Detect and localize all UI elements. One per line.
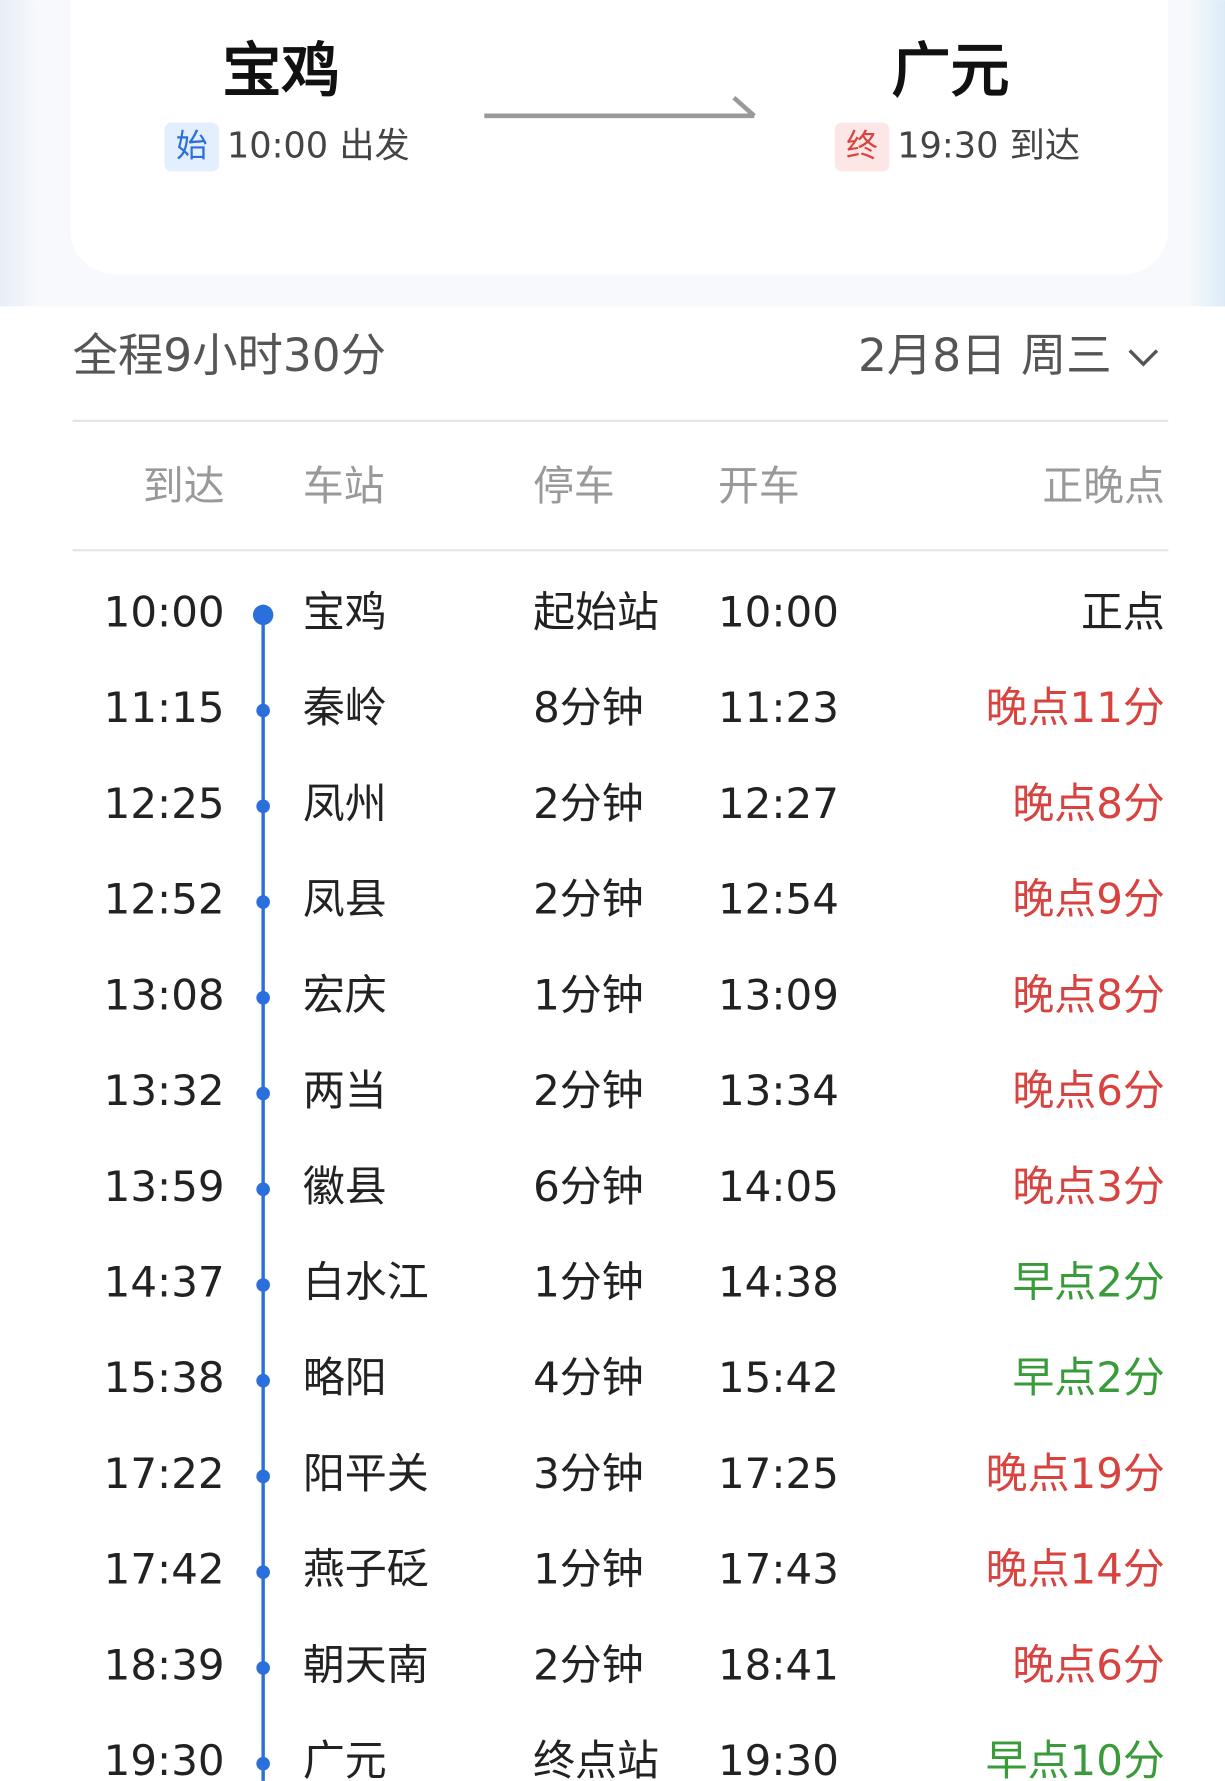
station: 燕子砭 [303,1545,429,1594]
status: 晚点6分 [1012,1640,1165,1689]
arrival: 14:37 [104,1257,225,1306]
chevron[interactable] [1128,349,1159,367]
stop-duration: 2分钟 [533,779,644,828]
departure: 11:23 [718,683,839,732]
stop-duration: 1分钟 [533,970,644,1019]
timeline-dot [256,1086,270,1101]
date-selector[interactable]: 2月8日 周三 [858,329,1112,382]
stop-duration: 2分钟 [533,875,644,924]
status: 晚点19分 [986,1449,1165,1498]
arrival: 18:39 [104,1640,225,1689]
status: 晚点6分 [1012,1066,1165,1115]
stop-duration: 终点站 [533,1736,659,1781]
column-header: 停车 [533,462,615,510]
stop-duration: 2分钟 [533,1066,644,1115]
departure-time: 10:00 出发 [227,126,410,167]
timeline-dot [256,990,270,1005]
timeline-dot [256,1565,270,1579]
route-arrow-head [732,95,756,118]
stop-duration: 1分钟 [533,1545,644,1594]
departure: 15:42 [718,1353,839,1402]
timeline-dot [256,799,270,814]
column-header: 车站 [303,462,385,510]
stop-duration: 2分钟 [533,1640,644,1689]
departure: 17:25 [718,1449,839,1498]
status: 早点10分 [986,1736,1165,1781]
stop-duration: 6分钟 [533,1162,644,1211]
station: 秦岭 [303,683,387,732]
status: 早点2分 [1012,1257,1165,1306]
column-header: 正晚点 [1042,462,1165,510]
timeline-dot [256,1756,270,1771]
status: 早点2分 [1012,1353,1165,1402]
arrival: 13:59 [104,1162,225,1211]
station: 凤州 [303,779,387,828]
station: 朝天南 [303,1640,429,1689]
timetable: 到达 车站 停车 开车 正晚点 10:00 宝鸡 起始站 10:00 正点 11:15 秦岭 8分钟 11… [104,462,1165,1781]
departure: 18:41 [718,1640,839,1689]
timeline-dot [256,703,270,718]
station: 宏庆 [303,970,387,1019]
arrival: 13:08 [104,970,225,1019]
timeline-dot [256,1469,270,1484]
arrival-time: 19:30 到达 [897,126,1080,167]
arrival: 15:38 [104,1353,225,1402]
station: 凤县 [303,875,387,924]
status: 正点 [1081,587,1165,636]
departure: 19:30 [718,1736,839,1781]
departure: 14:38 [718,1257,839,1306]
status: 晚点8分 [1012,970,1165,1019]
timeline-dot [256,1278,270,1292]
departure: 12:54 [718,875,839,924]
arrival: 10:00 [104,587,225,636]
column-header: 开车 [718,462,800,510]
stop-duration: 3分钟 [533,1449,644,1498]
route-card [70,0,1169,275]
status: 晚点3分 [1012,1162,1165,1211]
arrival: 12:25 [104,779,225,828]
arrival: 17:22 [104,1449,225,1498]
stop-duration: 1分钟 [533,1257,644,1306]
start-tag-box [164,122,219,172]
status: 晚点9分 [1012,875,1165,924]
station: 白水江 [303,1257,429,1306]
arrival: 13:32 [104,1066,225,1115]
departure: 14:05 [718,1162,839,1211]
end-tag-box [834,122,890,172]
timeline-dot [252,604,274,626]
column-header: 到达 [143,462,225,510]
arrival: 19:30 [104,1736,225,1781]
departure: 17:43 [718,1545,839,1594]
station: 两当 [303,1066,387,1115]
duration: 全程9小时30分 [73,329,386,382]
departure: 13:34 [718,1066,839,1115]
status: 晚点11分 [986,683,1165,732]
arrival: 11:15 [104,683,225,732]
timeline-dot [256,1182,270,1197]
stop-duration: 起始站 [533,587,659,636]
start-tag: 始 [176,129,208,165]
end-tag: 终 [846,129,878,165]
station: 宝鸡 [303,587,387,636]
to-station: 广元 [892,36,1010,105]
timeline-dot [256,1661,270,1675]
from-station: 宝鸡 [222,36,340,105]
status: 晚点14分 [986,1545,1165,1594]
arrival: 17:42 [104,1545,225,1594]
station: 略阳 [303,1353,387,1402]
station: 徽县 [303,1162,387,1211]
stop-duration: 8分钟 [533,683,644,732]
timeline-dot [256,895,270,909]
stop-duration: 4分钟 [533,1353,644,1402]
station: 广元 [303,1736,387,1781]
departure: 10:00 [718,587,839,636]
station: 阳平关 [303,1449,429,1498]
timeline-dot [256,1373,270,1388]
departure: 13:09 [718,970,839,1019]
status: 晚点8分 [1012,779,1165,828]
departure: 12:27 [718,779,839,828]
arrival: 12:52 [104,875,225,924]
